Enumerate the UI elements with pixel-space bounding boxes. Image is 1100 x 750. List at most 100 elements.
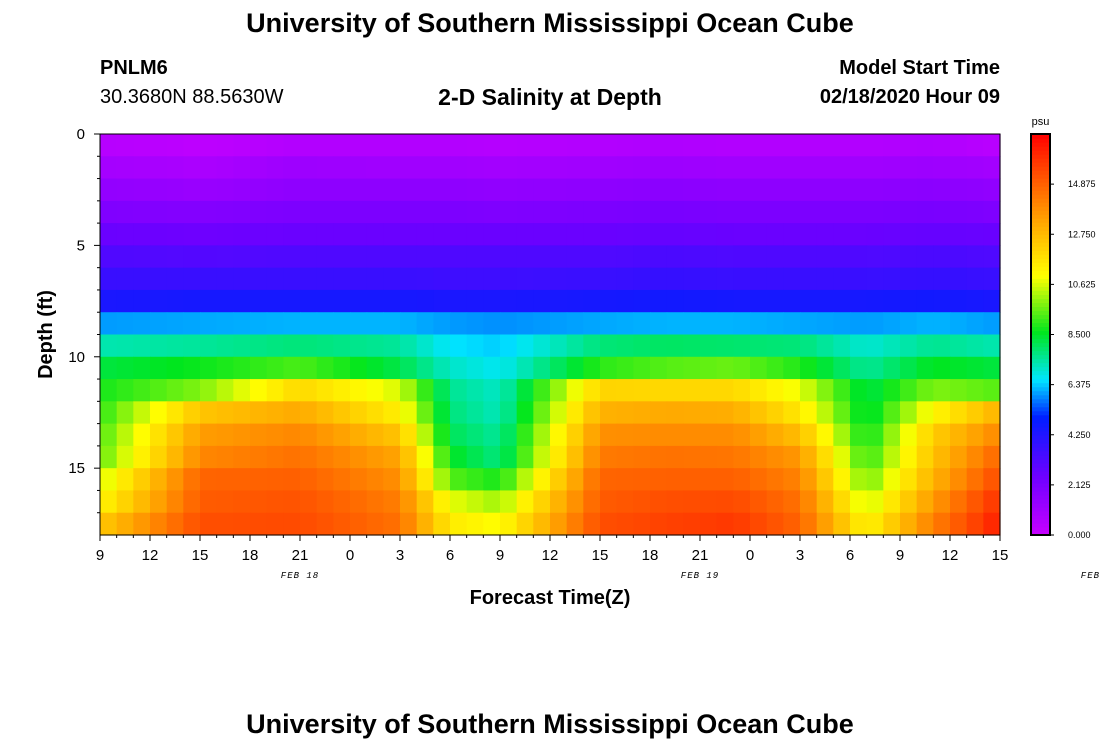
heatmap-cell [583, 356, 601, 380]
heatmap-cell [816, 379, 834, 402]
heatmap-cell [300, 267, 318, 291]
heatmap-cell [883, 468, 901, 492]
heatmap-cell [283, 445, 301, 469]
heatmap-cell [300, 423, 318, 447]
heatmap-cell [333, 512, 351, 536]
station-coordinates: 30.3680N 88.5630W [100, 86, 284, 108]
heatmap-cell [683, 178, 701, 202]
heatmap-cell [833, 334, 851, 358]
colorbar-segment [1031, 202, 1050, 207]
heatmap-cell [783, 267, 801, 291]
heatmap-cell [666, 423, 684, 447]
heatmap-cell [616, 445, 634, 469]
heatmap-cell [733, 356, 751, 380]
heatmap-cell [433, 267, 451, 291]
heatmap-cell [100, 423, 118, 447]
heatmap-cell [500, 334, 518, 358]
heatmap-cell [766, 312, 784, 336]
colorbar-segment [1031, 278, 1050, 283]
heatmap-cell [633, 490, 651, 514]
heatmap-cell [216, 356, 234, 380]
heatmap-cell [516, 401, 534, 425]
heatmap-cell [583, 468, 601, 492]
heatmap-cell [850, 289, 868, 313]
heatmap-cell [150, 156, 168, 180]
heatmap-cell [650, 134, 668, 157]
heatmap-cell [850, 490, 868, 514]
heatmap-cell [983, 156, 1001, 180]
heatmap-cell [750, 200, 768, 224]
heatmap-cell [200, 200, 218, 224]
heatmap-cell [450, 178, 468, 202]
heatmap-cell [400, 423, 418, 447]
x-tick-label: 9 [896, 547, 904, 564]
colorbar-tick-label: 4.250 [1068, 430, 1091, 440]
y-axis-label: Depth (ft) [35, 290, 57, 379]
heatmap-cell [283, 178, 301, 202]
heatmap-cell [883, 245, 901, 269]
heatmap-cell [966, 289, 984, 313]
colorbar-segment [1031, 418, 1050, 424]
heatmap-cell [950, 178, 968, 202]
colorbar-segment [1031, 246, 1050, 251]
heatmap-cell [650, 178, 668, 202]
heatmap-cell [700, 401, 718, 425]
colorbar-unit: psu [1032, 116, 1050, 128]
heatmap-cell [566, 178, 584, 202]
heatmap-cell [666, 134, 684, 157]
colorbar-segment [1031, 434, 1050, 440]
colorbar-segment [1031, 382, 1050, 388]
heatmap-cell [700, 245, 718, 269]
heatmap-cell [333, 468, 351, 492]
heatmap-cell [250, 490, 268, 514]
heatmap-cell [783, 468, 801, 492]
heatmap-cell [816, 312, 834, 336]
heatmap-cell [666, 245, 684, 269]
colorbar-segment [1031, 426, 1050, 432]
chart-subtitle: 2-D Salinity at Depth [438, 84, 662, 110]
colorbar-segment [1031, 414, 1050, 420]
colorbar-segment [1031, 206, 1050, 211]
heatmap-cell [516, 334, 534, 358]
heatmap-cell [583, 156, 601, 180]
colorbar-tick-label: 12.750 [1068, 229, 1096, 239]
heatmap-cell [233, 468, 251, 492]
heatmap-cell [516, 312, 534, 336]
heatmap-cell [450, 490, 468, 514]
heatmap-cell [216, 223, 234, 246]
heatmap-cell [766, 223, 784, 246]
heatmap-cell [883, 223, 901, 246]
heatmap-cell [916, 134, 934, 157]
heatmap-cell [650, 423, 668, 447]
heatmap-cell [800, 445, 818, 469]
heatmap-cell [933, 423, 951, 447]
heatmap-cell [433, 356, 451, 380]
colorbar-segment [1031, 358, 1050, 364]
heatmap-cell [550, 512, 568, 536]
heatmap-cell [783, 223, 801, 246]
heatmap-cell [916, 245, 934, 269]
heatmap-cell [900, 312, 918, 336]
heatmap-cell [483, 445, 501, 469]
heatmap-cell [600, 379, 618, 402]
heatmap-cell [650, 379, 668, 402]
heatmap-cell [183, 512, 201, 536]
heatmap-cell [116, 490, 134, 514]
heatmap-cell [983, 445, 1001, 469]
heatmap-cell [550, 334, 568, 358]
heatmap-cell [466, 356, 484, 380]
heatmap-cell [300, 512, 318, 536]
colorbar-segment [1031, 254, 1050, 259]
heatmap-cell [316, 134, 334, 157]
heatmap-cell [500, 245, 518, 269]
heatmap-cell [533, 134, 551, 157]
heatmap-cell [316, 334, 334, 358]
heatmap-cell [650, 267, 668, 291]
heatmap-cell [133, 312, 151, 336]
heatmap-cell [866, 156, 884, 180]
heatmap-cell [283, 512, 301, 536]
colorbar-segment [1031, 302, 1050, 308]
colorbar-segment [1031, 506, 1050, 512]
heatmap-cell [500, 356, 518, 380]
